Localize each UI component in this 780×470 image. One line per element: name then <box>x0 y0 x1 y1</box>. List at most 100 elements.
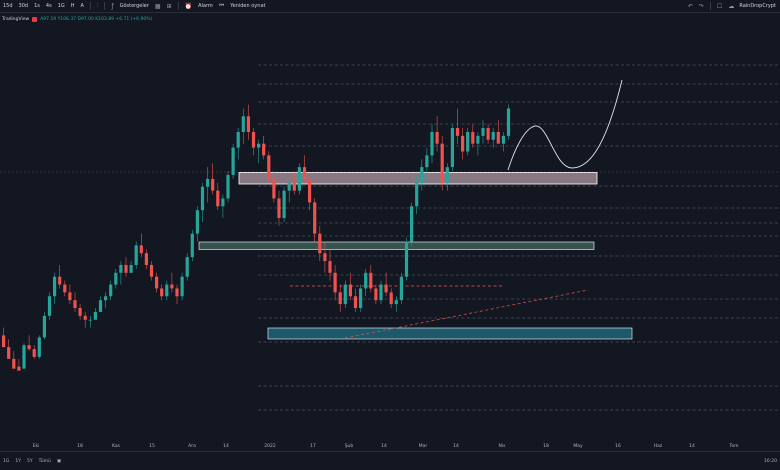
candle-body[interactable] <box>420 167 424 183</box>
candle-body[interactable] <box>297 167 301 191</box>
candle-body[interactable] <box>12 358 16 369</box>
candle-body[interactable] <box>231 147 235 175</box>
replay-icon[interactable]: ⏮ <box>218 2 225 9</box>
candle-body[interactable] <box>88 319 92 321</box>
candle-body[interactable] <box>287 182 291 191</box>
candle-body[interactable] <box>114 272 118 285</box>
candle-body[interactable] <box>98 300 103 312</box>
candle-body[interactable] <box>129 264 133 273</box>
indicators-button[interactable]: Göstergeler <box>119 3 149 9</box>
candle-body[interactable] <box>308 178 312 203</box>
calendar-icon[interactable]: ▣ <box>56 458 62 464</box>
candle-body[interactable] <box>139 245 143 254</box>
candle-body[interactable] <box>124 264 128 273</box>
candle-body[interactable] <box>272 178 276 199</box>
candle-body[interactable] <box>170 284 174 289</box>
candle-body[interactable] <box>180 276 184 297</box>
candle-body[interactable] <box>430 131 434 156</box>
candle-body[interactable] <box>374 288 378 301</box>
candle-body[interactable] <box>389 292 393 305</box>
candle-body[interactable] <box>328 261 332 273</box>
candle-body[interactable] <box>104 296 108 301</box>
user-name[interactable]: RainDropCrypt <box>739 3 776 9</box>
candle-body[interactable] <box>37 337 41 357</box>
candle-body[interactable] <box>195 210 199 234</box>
candle-body[interactable] <box>32 349 36 357</box>
candle-body[interactable] <box>496 131 500 144</box>
candle-body[interactable] <box>262 143 266 156</box>
candle-body[interactable] <box>200 186 205 211</box>
range-1y[interactable]: 1Y <box>15 458 21 464</box>
alarm-icon[interactable]: ⏰ <box>184 2 193 10</box>
candle-body[interactable] <box>445 167 449 183</box>
candle-body[interactable] <box>348 284 352 297</box>
candle-body[interactable] <box>333 272 337 293</box>
range-1d[interactable]: 1G <box>3 458 10 464</box>
layout-box-icon[interactable]: ☐ <box>716 2 723 10</box>
candle-body[interactable] <box>83 315 87 320</box>
candle-body[interactable] <box>175 288 179 297</box>
candle-body[interactable] <box>149 264 154 277</box>
candle-body[interactable] <box>302 167 307 179</box>
replay-button[interactable]: Yeniden oynat <box>230 3 266 9</box>
candle-body[interactable] <box>384 284 388 293</box>
candle-body[interactable] <box>313 202 317 234</box>
interval-a[interactable]: A <box>80 3 84 9</box>
candle-body[interactable] <box>42 315 46 338</box>
candle-body[interactable] <box>364 272 368 289</box>
candle-body[interactable] <box>501 135 505 144</box>
candle-body[interactable] <box>190 233 194 258</box>
candle-body[interactable] <box>17 366 21 371</box>
candle-body[interactable] <box>282 190 286 219</box>
candle-body[interactable] <box>241 116 245 132</box>
candle-body[interactable] <box>221 198 225 207</box>
candle-body[interactable] <box>206 178 210 187</box>
candle-body[interactable] <box>476 135 480 144</box>
candle-body[interactable] <box>53 276 57 297</box>
interval-4s[interactable]: 4s <box>45 3 52 9</box>
interval-15d[interactable]: 15d <box>3 3 13 9</box>
cloud-icon[interactable]: ☁ <box>728 2 735 10</box>
candle-body[interactable] <box>399 276 403 301</box>
candle-body[interactable] <box>109 284 113 297</box>
mid-zone[interactable] <box>198 241 595 250</box>
candle-body[interactable] <box>236 131 240 148</box>
candle-body[interactable] <box>93 311 97 320</box>
candle-body[interactable] <box>211 178 215 191</box>
candle-body[interactable] <box>379 284 383 301</box>
indicators-icon[interactable]: ƒ <box>111 2 114 10</box>
candle-body[interactable] <box>257 143 261 148</box>
layout-icon[interactable]: ⊞ <box>166 2 172 10</box>
candle-body[interactable] <box>63 284 67 293</box>
resistance-zone[interactable] <box>238 172 598 185</box>
candle-body[interactable] <box>491 131 495 140</box>
candle-body[interactable] <box>47 296 52 316</box>
candle-body[interactable] <box>165 284 169 297</box>
candle-body[interactable] <box>73 300 77 309</box>
candle-body[interactable] <box>481 128 485 136</box>
candle-body[interactable] <box>277 198 281 219</box>
candle-body[interactable] <box>359 288 363 309</box>
candle-body[interactable] <box>318 233 322 254</box>
candle-body[interactable] <box>404 241 409 277</box>
candle-body[interactable] <box>461 135 465 152</box>
candle-body[interactable] <box>134 245 138 265</box>
candle-body[interactable] <box>226 174 230 199</box>
range-5y[interactable]: 5Y <box>26 458 33 464</box>
candle-body[interactable] <box>455 128 460 136</box>
candle-body[interactable] <box>410 206 414 242</box>
candle-body[interactable] <box>425 155 429 168</box>
projection-curve[interactable] <box>507 79 623 171</box>
candle-body[interactable] <box>155 276 159 289</box>
candle-body[interactable] <box>338 292 342 305</box>
redo-icon[interactable]: ↷ <box>698 2 704 10</box>
candle-body[interactable] <box>435 131 439 144</box>
support-zone[interactable] <box>267 327 633 340</box>
candle-body[interactable] <box>323 253 327 262</box>
interval-1s[interactable]: 1s <box>34 3 40 9</box>
candle-body[interactable] <box>506 108 511 136</box>
candle-body[interactable] <box>471 131 475 144</box>
red-dashed-trendline[interactable] <box>344 289 589 339</box>
templates-icon[interactable]: ▦ <box>154 2 161 10</box>
